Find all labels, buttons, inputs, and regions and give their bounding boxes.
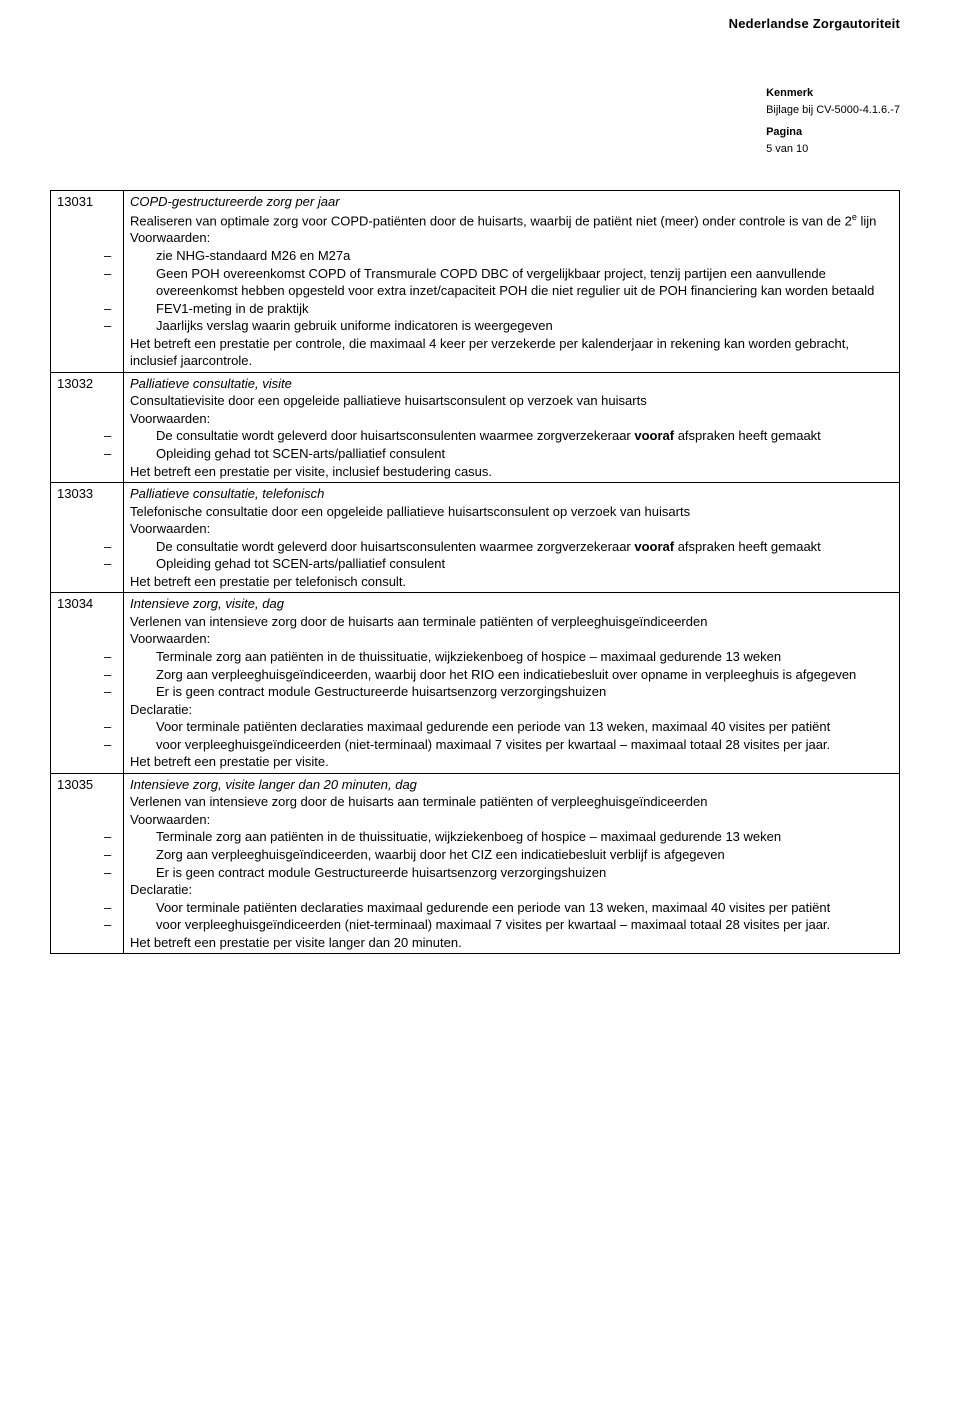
voorwaarden-label: Voorwaarden: (130, 811, 893, 829)
row-title: Intensieve zorg, visite langer dan 20 mi… (130, 777, 417, 792)
row-text: Het betreft een prestatie per telefonisc… (130, 573, 893, 591)
row-text: Telefonische consultatie door een opgele… (130, 503, 893, 521)
bullet-item: –De consultatie wordt geleverd door huis… (130, 427, 893, 445)
bullet-text: Opleiding gehad tot SCEN-arts/palliatief… (156, 446, 445, 461)
bullet-item: –Zorg aan verpleeghuisgeïndiceerden, waa… (130, 846, 893, 864)
declaratie-label: Declaratie: (130, 701, 893, 719)
bullet-text: Er is geen contract module Gestructureer… (156, 684, 606, 699)
text-part: Realiseren van optimale zorg voor COPD-p… (130, 213, 852, 228)
row-title: COPD-gestructureerde zorg per jaar (130, 194, 340, 209)
row-text: Het betreft een prestatie per controle, … (130, 335, 893, 370)
bullet-text: De consultatie wordt geleverd door huisa… (156, 539, 634, 554)
row-text: Het betreft een prestatie per visite, in… (130, 463, 893, 481)
bullet-item: –Opleiding gehad tot SCEN-arts/palliatie… (130, 445, 893, 463)
bullet-text: Zorg aan verpleeghuisgeïndiceerden, waar… (156, 667, 856, 682)
code-cell: 13032 (51, 372, 124, 482)
bullet-text: afspraken heeft gemaakt (674, 428, 821, 443)
declaratie-label: Declaratie: (130, 881, 893, 899)
description-cell: Intensieve zorg, visite, dag Verlenen va… (124, 593, 900, 773)
voorwaarden-label: Voorwaarden: (130, 410, 893, 428)
page: Nederlandse Zorgautoriteit Kenmerk Bijla… (0, 0, 960, 1423)
voorwaarden-label: Voorwaarden: (130, 520, 893, 538)
bullet-item: –voor verpleeghuisgeïndiceerden (niet-te… (130, 736, 893, 754)
bullet-item: –Terminale zorg aan patiënten in de thui… (130, 828, 893, 846)
bullet-item: –voor verpleeghuisgeïndiceerden (niet-te… (130, 916, 893, 934)
row-text: Verlenen van intensieve zorg door de hui… (130, 613, 893, 631)
bullet-item: –Terminale zorg aan patiënten in de thui… (130, 648, 893, 666)
voorwaarden-label: Voorwaarden: (130, 630, 893, 648)
bullet-item: –Er is geen contract module Gestructuree… (130, 683, 893, 701)
bullet-text: afspraken heeft gemaakt (674, 539, 821, 554)
code-cell: 13035 (51, 773, 124, 953)
code-cell: 13033 (51, 483, 124, 593)
bullet-text: Zorg aan verpleeghuisgeïndiceerden, waar… (156, 847, 725, 862)
text-part: lijn (857, 213, 877, 228)
row-text: Realiseren van optimale zorg voor COPD-p… (130, 211, 893, 230)
description-cell: Palliatieve consultatie, visite Consulta… (124, 372, 900, 482)
bullet-text: De consultatie wordt geleverd door huisa… (156, 428, 634, 443)
table-row: 13032 Palliatieve consultatie, visite Co… (51, 372, 900, 482)
table-row: 13031 COPD-gestructureerde zorg per jaar… (51, 191, 900, 373)
voorwaarden-label: Voorwaarden: (130, 229, 893, 247)
bullet-text: Opleiding gehad tot SCEN-arts/palliatief… (156, 556, 445, 571)
bullet-text: Er is geen contract module Gestructureer… (156, 865, 606, 880)
bullet-text: Terminale zorg aan patiënten in de thuis… (156, 829, 781, 844)
bullet-text: zie NHG-standaard M26 en M27a (156, 248, 350, 263)
code-cell: 13034 (51, 593, 124, 773)
bullet-text: Jaarlijks verslag waarin gebruik uniform… (156, 318, 553, 333)
bullet-text: Terminale zorg aan patiënten in de thuis… (156, 649, 781, 664)
row-title: Palliatieve consultatie, visite (130, 376, 292, 391)
bullet-item: –Voor terminale patiënten declaraties ma… (130, 718, 893, 736)
bullet-item: –Zorg aan verpleeghuisgeïndiceerden, waa… (130, 666, 893, 684)
bullet-item: –Voor terminale patiënten declaraties ma… (130, 899, 893, 917)
row-title: Palliatieve consultatie, telefonisch (130, 486, 324, 501)
row-text: Verlenen van intensieve zorg door de hui… (130, 793, 893, 811)
bullet-item: –Er is geen contract module Gestructuree… (130, 864, 893, 882)
bullet-text: FEV1-meting in de praktijk (156, 301, 308, 316)
bold-text: vooraf (634, 428, 674, 443)
bullet-text: Voor terminale patiënten declaraties max… (156, 900, 830, 915)
brand-title: Nederlandse Zorgautoriteit (729, 16, 900, 31)
kenmerk-value: Bijlage bij CV-5000-4.1.6.-7 (766, 102, 900, 119)
bullet-text: voor verpleeghuisgeïndiceerden (niet-ter… (156, 737, 830, 752)
table-row: 13035 Intensieve zorg, visite langer dan… (51, 773, 900, 953)
content-table: 13031 COPD-gestructureerde zorg per jaar… (50, 190, 900, 954)
description-cell: Intensieve zorg, visite langer dan 20 mi… (124, 773, 900, 953)
table-row: 13033 Palliatieve consultatie, telefonis… (51, 483, 900, 593)
row-title: Intensieve zorg, visite, dag (130, 596, 284, 611)
row-text: Het betreft een prestatie per visite lan… (130, 934, 893, 952)
description-cell: COPD-gestructureerde zorg per jaar Reali… (124, 191, 900, 373)
bullet-item: –Jaarlijks verslag waarin gebruik unifor… (130, 317, 893, 335)
bullet-text: voor verpleeghuisgeïndiceerden (niet-ter… (156, 917, 830, 932)
kenmerk-label: Kenmerk (766, 85, 900, 102)
bullet-item: –zie NHG-standaard M26 en M27a (130, 247, 893, 265)
bullet-item: –Geen POH overeenkomst COPD of Transmura… (130, 265, 893, 300)
bold-text: vooraf (634, 539, 674, 554)
pagina-label: Pagina (766, 124, 900, 141)
row-text: Consultatievisite door een opgeleide pal… (130, 392, 893, 410)
bullet-text: Voor terminale patiënten declaraties max… (156, 719, 830, 734)
table-row: 13034 Intensieve zorg, visite, dag Verle… (51, 593, 900, 773)
code-cell: 13031 (51, 191, 124, 373)
row-text: Het betreft een prestatie per visite. (130, 753, 893, 771)
bullet-item: –Opleiding gehad tot SCEN-arts/palliatie… (130, 555, 893, 573)
bullet-text: Geen POH overeenkomst COPD of Transmural… (156, 266, 874, 299)
bullet-item: –De consultatie wordt geleverd door huis… (130, 538, 893, 556)
pagina-value: 5 van 10 (766, 141, 900, 158)
bullet-item: –FEV1-meting in de praktijk (130, 300, 893, 318)
description-cell: Palliatieve consultatie, telefonisch Tel… (124, 483, 900, 593)
header-meta: Kenmerk Bijlage bij CV-5000-4.1.6.-7 Pag… (766, 85, 900, 157)
